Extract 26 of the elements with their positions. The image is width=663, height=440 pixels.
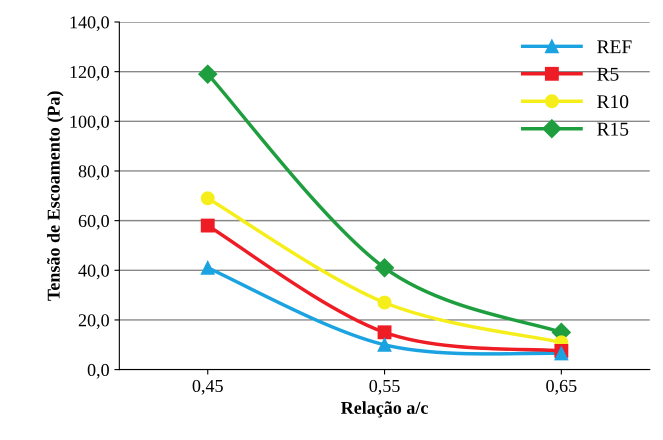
y-tick-label: 20,0 (78, 314, 109, 329)
point (200, 218, 215, 233)
y-tick-label: 80,0 (78, 165, 109, 180)
y-tick-label: 140,0 (70, 16, 109, 32)
y-tick-label: 100,0 (70, 116, 109, 130)
x-axis-title: Relação a/c (340, 401, 428, 418)
legend-label: REF (597, 40, 632, 54)
point (200, 260, 215, 275)
point (200, 191, 215, 206)
point (198, 64, 218, 84)
y-axis-title: Tensão de Escoamento (Pa) (47, 91, 64, 301)
legend-label: R10 (597, 95, 628, 108)
point (378, 338, 392, 352)
x-tick-label: 0,45 (192, 380, 223, 395)
x-tick-label: 0,65 (546, 380, 576, 395)
point (378, 296, 392, 310)
y-tick-label: 120,0 (70, 66, 109, 81)
y-tick-label: 0,0 (88, 364, 109, 379)
point (375, 258, 394, 278)
x-tick-label: 0,55 (369, 380, 400, 395)
point (378, 325, 392, 340)
point (554, 346, 568, 360)
legend-label: R15 (597, 122, 628, 136)
legend-label: R5 (597, 68, 619, 81)
y-tick-label: 40,0 (78, 264, 109, 280)
y-tick-label: 60,0 (78, 214, 109, 230)
